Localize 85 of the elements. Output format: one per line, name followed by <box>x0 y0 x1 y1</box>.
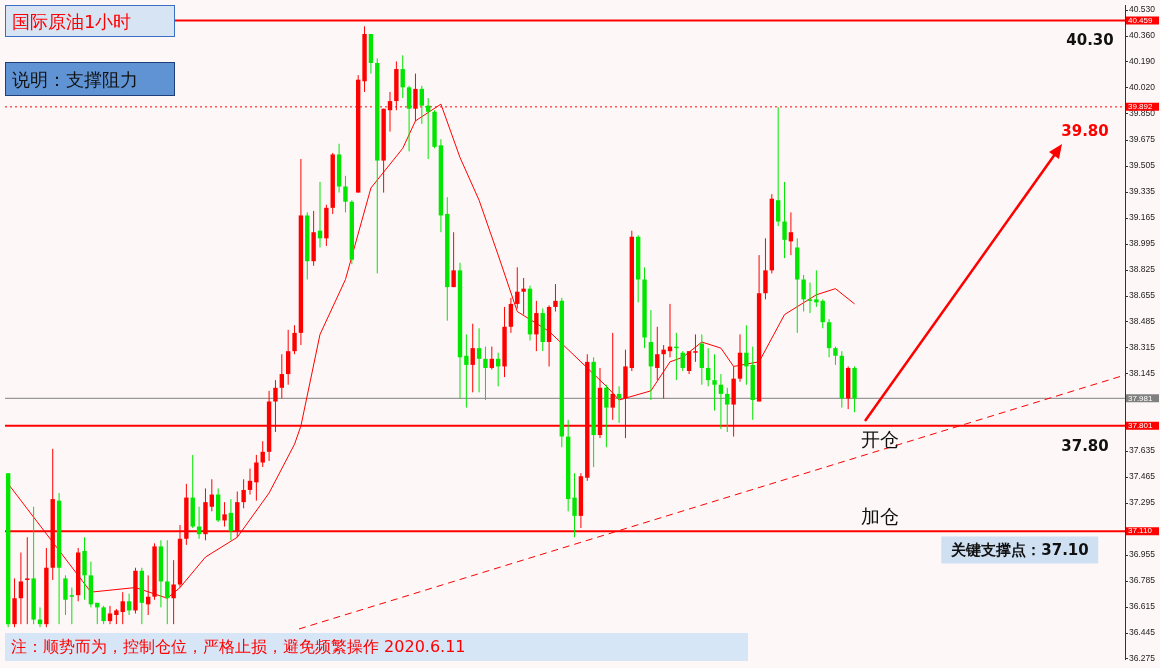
candlestick <box>534 300 539 352</box>
ref-line-label: 37.110 <box>1128 526 1153 536</box>
candlestick <box>165 539 170 625</box>
y-tick-label: 38.655 <box>1129 289 1156 300</box>
candlestick <box>25 536 30 625</box>
candlestick <box>788 211 794 256</box>
y-tick-label: 36.955 <box>1129 549 1156 560</box>
candlestick <box>101 605 106 625</box>
y-tick-label: 40.530 <box>1129 3 1156 14</box>
candlestick <box>655 326 660 381</box>
y-tick-label: 39.165 <box>1129 212 1156 223</box>
ref-line-label: 37.801 <box>1128 420 1154 430</box>
annotation: 39.80 <box>1061 122 1109 140</box>
candlestick <box>489 346 495 370</box>
candlestick <box>343 175 348 213</box>
candlestick <box>680 350 685 372</box>
candlestick <box>801 274 806 313</box>
candlestick <box>69 587 75 625</box>
title-banner: 国际原油1小时 <box>5 5 175 37</box>
candlestick <box>260 440 265 468</box>
candlestick <box>107 605 113 625</box>
candlestick <box>476 327 482 393</box>
ref-line-label: 40.459 <box>1128 15 1154 25</box>
candlestick <box>661 344 666 399</box>
candlestick <box>241 478 246 509</box>
y-tick-label: 39.505 <box>1129 160 1156 171</box>
candlestick <box>483 346 488 401</box>
annotation: 37.80 <box>1061 437 1109 455</box>
candlestick <box>464 333 469 409</box>
annotation: 开仓 <box>861 427 899 452</box>
candlestick <box>763 237 768 300</box>
candlestick <box>279 353 285 399</box>
candlestick <box>782 181 787 259</box>
candlestick <box>693 333 698 363</box>
candlestick <box>725 387 730 433</box>
candlestick <box>18 551 24 625</box>
candlestick <box>419 85 425 125</box>
candlestick <box>775 106 781 227</box>
candlestick <box>254 454 259 502</box>
candlestick <box>406 85 412 152</box>
candlestick <box>712 353 717 412</box>
ref-line-label: 37.981 <box>1128 393 1154 403</box>
candlestick <box>814 269 819 308</box>
candlestick <box>508 297 514 334</box>
candlestick <box>63 574 68 616</box>
candlestick <box>610 332 615 421</box>
candlestick <box>833 346 838 366</box>
caption-banner: 说明：支撑阻力 <box>5 62 175 96</box>
y-tick-label: 39.335 <box>1129 186 1156 197</box>
candlestick <box>744 324 749 386</box>
y-tick-label: 38.995 <box>1129 238 1156 249</box>
y-tick-label: 38.145 <box>1129 367 1156 378</box>
y-tick-label: 39.675 <box>1129 134 1156 145</box>
note-banner: 注：顺势而为，控制仓位，严格止损，避免频繁操作 2020.6.11 <box>5 633 748 661</box>
y-tick-label: 38.315 <box>1129 341 1156 352</box>
y-tick-label: 38.485 <box>1129 315 1156 326</box>
y-tick-label: 40.190 <box>1129 55 1156 66</box>
candlestick <box>718 373 724 430</box>
annotation: 40.30 <box>1066 31 1114 49</box>
candlestick <box>470 323 475 393</box>
y-tick-label: 36.275 <box>1129 652 1156 663</box>
label-box: 关键支撑点：37.10 <box>941 536 1099 564</box>
candlestick <box>604 384 609 448</box>
candlestick <box>553 283 558 313</box>
candlestick <box>222 501 227 528</box>
y-tick-label: 40.360 <box>1129 29 1156 40</box>
candlestick <box>126 593 132 616</box>
y-tick-label: 37.295 <box>1129 497 1156 508</box>
y-tick-label: 38.825 <box>1129 263 1156 274</box>
y-tick-label: 36.615 <box>1129 600 1156 611</box>
candlestick <box>807 282 813 314</box>
candlestick <box>247 468 253 496</box>
candlestick <box>572 472 577 538</box>
candlestick <box>451 231 456 288</box>
candlestick <box>285 329 291 386</box>
candlestick <box>521 277 526 316</box>
candlestick <box>120 591 125 625</box>
y-tick-label: 40.020 <box>1129 81 1156 92</box>
candlestick <box>292 324 297 355</box>
candlestick <box>686 350 692 375</box>
y-tick-label: 37.635 <box>1129 445 1156 456</box>
y-tick-label: 37.465 <box>1129 471 1156 482</box>
annotation: 加仓 <box>861 504 899 529</box>
y-tick-label: 36.445 <box>1129 626 1156 637</box>
y-tick-label: 36.785 <box>1129 575 1156 586</box>
